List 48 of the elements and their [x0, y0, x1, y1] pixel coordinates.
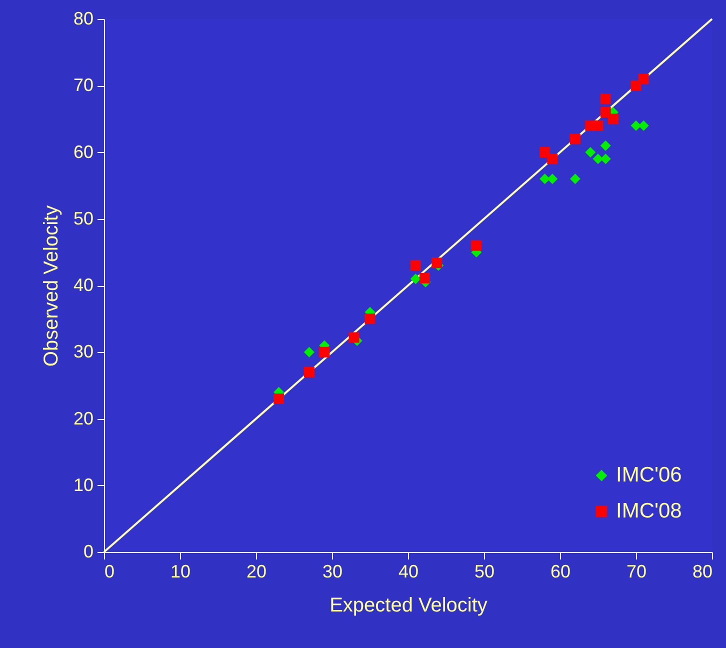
point [319, 346, 330, 358]
y-tick-label: 20 [73, 408, 94, 428]
y-tick-label: 60 [73, 142, 94, 162]
point [364, 314, 376, 324]
point [600, 140, 611, 151]
y-tick-label: 50 [73, 208, 94, 228]
point [471, 240, 482, 251]
point [630, 120, 642, 131]
point [608, 114, 618, 124]
y-tick-label: 70 [73, 75, 94, 96]
point [638, 74, 649, 84]
x-tick-label: 20 [246, 562, 267, 582]
x-tick-label: 30 [322, 562, 343, 582]
point [410, 274, 421, 284]
x-axis-title: Expected Velocity [330, 594, 488, 616]
y-tick-label: 80 [73, 8, 94, 28]
y-tick-label: 40 [73, 275, 94, 295]
point [638, 120, 649, 131]
point [547, 154, 558, 164]
point [570, 134, 580, 144]
y-tick-label: 10 [73, 474, 94, 495]
point [410, 260, 421, 271]
x-tick-label: 60 [550, 562, 571, 582]
point [585, 147, 596, 158]
point [547, 174, 558, 184]
x-tick-label: 0 [104, 562, 115, 582]
x-tick-label: 40 [398, 562, 419, 582]
point [274, 394, 284, 404]
point [600, 94, 611, 104]
point [348, 332, 360, 343]
point [432, 258, 442, 268]
point [592, 154, 604, 164]
x-tick-label: 10 [170, 562, 191, 582]
x-tick-label: 70 [626, 562, 647, 582]
point [592, 120, 604, 131]
y-tick-label: 30 [73, 342, 94, 362]
point [304, 346, 314, 358]
y-axis-title: Observed Velocity [40, 205, 62, 367]
x-tick-label: 80 [692, 562, 712, 582]
point [540, 174, 550, 184]
point [600, 154, 611, 164]
point [570, 174, 580, 184]
x-tick-label: 50 [474, 562, 495, 582]
legend-label: IMC'08 [616, 500, 682, 522]
legend-label: IMC'06 [616, 464, 682, 486]
point [419, 272, 430, 284]
y-tick-label: 0 [83, 542, 94, 562]
point [304, 366, 314, 378]
